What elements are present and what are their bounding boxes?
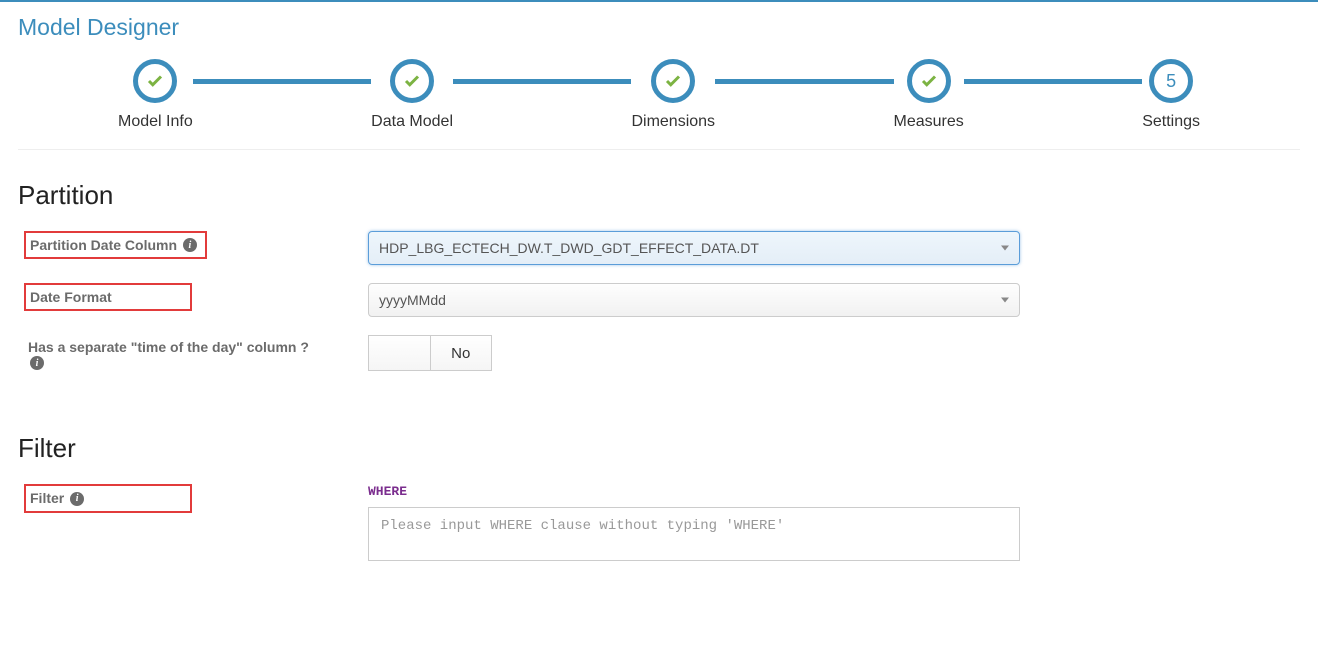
step-number: 5 (1166, 71, 1176, 92)
label-text: Has a separate "time of the day" column … (28, 339, 309, 355)
step-dimensions[interactable]: Dimensions (631, 59, 715, 131)
date-format-label: Date Format (24, 283, 192, 311)
info-icon[interactable]: i (183, 238, 197, 252)
check-icon (403, 72, 421, 90)
chevron-down-icon (1001, 246, 1009, 251)
filter-row: Filter i WHERE (18, 484, 1300, 564)
step-circle (133, 59, 177, 103)
step-data-model[interactable]: Data Model (371, 59, 453, 131)
select-value: yyyyMMdd (379, 292, 446, 308)
separate-time-label: Has a separate "time of the day" column … (24, 335, 334, 375)
check-icon (146, 72, 164, 90)
step-connector (193, 79, 371, 84)
page-title: Model Designer (18, 14, 1300, 41)
label-text: Date Format (30, 289, 112, 305)
check-icon (664, 72, 682, 90)
label-text: Partition Date Column (30, 237, 177, 253)
date-format-select[interactable]: yyyyMMdd (368, 283, 1020, 317)
partition-date-column-label: Partition Date Column i (24, 231, 207, 259)
step-label: Measures (894, 113, 964, 131)
toggle-value: No (431, 336, 492, 370)
step-connector (964, 79, 1142, 84)
info-icon[interactable]: i (30, 356, 44, 370)
partition-date-column-select[interactable]: HDP_LBG_ECTECH_DW.T_DWD_GDT_EFFECT_DATA.… (368, 231, 1020, 265)
step-measures[interactable]: Measures (894, 59, 964, 131)
where-keyword: WHERE (368, 484, 1020, 499)
step-circle (390, 59, 434, 103)
separate-time-row: Has a separate "time of the day" column … (18, 335, 1300, 375)
date-format-row: Date Format yyyyMMdd (18, 283, 1300, 317)
check-icon (920, 72, 938, 90)
select-value: HDP_LBG_ECTECH_DW.T_DWD_GDT_EFFECT_DATA.… (379, 240, 759, 256)
step-circle (651, 59, 695, 103)
step-label: Model Info (118, 113, 193, 131)
filter-label: Filter i (24, 484, 192, 512)
filter-heading: Filter (18, 433, 1300, 464)
step-settings[interactable]: 5 Settings (1142, 59, 1200, 131)
partition-heading: Partition (18, 180, 1300, 211)
step-connector (715, 79, 893, 84)
step-label: Settings (1142, 113, 1200, 131)
toggle-empty-half (369, 336, 431, 370)
page-container: Model Designer Model Info Data Model Dim… (0, 2, 1318, 564)
step-model-info[interactable]: Model Info (118, 59, 193, 131)
label-text: Filter (30, 490, 64, 506)
info-icon[interactable]: i (70, 492, 84, 506)
section-divider (18, 149, 1300, 150)
step-label: Data Model (371, 113, 453, 131)
partition-date-column-row: Partition Date Column i HDP_LBG_ECTECH_D… (18, 231, 1300, 265)
wizard-stepper: Model Info Data Model Dimensions Measure… (18, 59, 1300, 131)
where-clause-input[interactable] (368, 507, 1020, 561)
chevron-down-icon (1001, 298, 1009, 303)
step-label: Dimensions (631, 113, 715, 131)
step-connector (453, 79, 631, 84)
separate-time-toggle[interactable]: No (368, 335, 492, 371)
step-circle: 5 (1149, 59, 1193, 103)
step-circle (907, 59, 951, 103)
